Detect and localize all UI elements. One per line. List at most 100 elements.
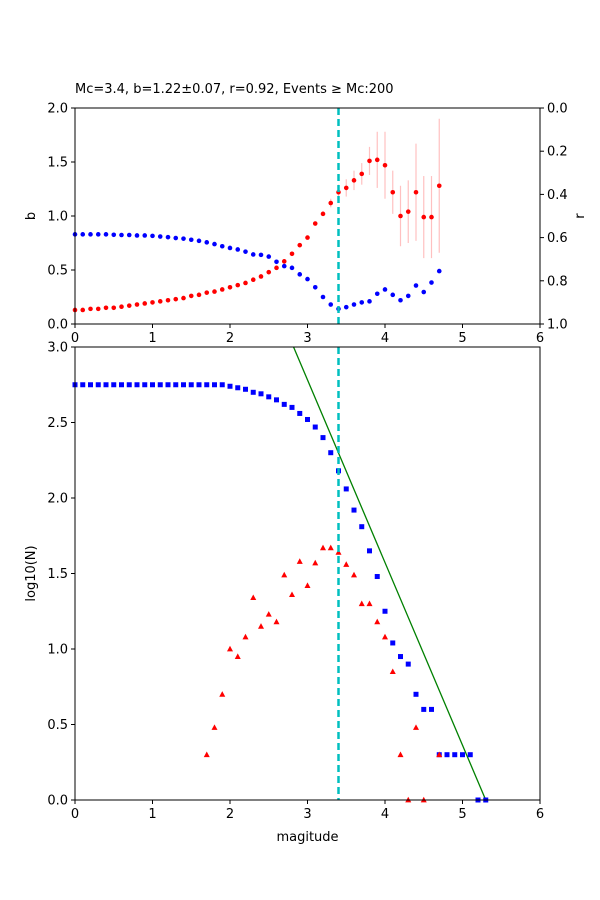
b-value-point: [103, 305, 109, 311]
b-value-point: [243, 280, 248, 286]
cumulative-point: [204, 382, 210, 388]
top-panel-marks: [72, 108, 442, 324]
cumulative-point: [188, 382, 194, 388]
r-value-point: [429, 280, 434, 285]
r-value-point: [297, 272, 303, 277]
bottom-x-tick-label: 4: [381, 807, 389, 822]
b-value-point: [258, 274, 264, 279]
noncumulative-point: [413, 724, 419, 730]
b-value-point: [204, 290, 210, 295]
top-x-tick-label: 4: [381, 331, 389, 346]
bottom-y-tick-label: 3.0: [47, 341, 68, 356]
bottom-x-tick-label: 5: [458, 807, 466, 822]
r-value-point: [181, 236, 186, 241]
b-value-point: [320, 211, 326, 217]
r-value-point: [119, 232, 124, 238]
cumulative-point: [374, 574, 380, 580]
b-value-point: [134, 302, 140, 307]
r-value-point: [398, 297, 403, 303]
cumulative-point: [312, 424, 318, 430]
r-value-point: [212, 241, 217, 247]
cumulative-point: [103, 382, 109, 388]
bottom-panel-frame: [74, 346, 541, 801]
cumulative-point: [359, 524, 365, 530]
r-value-point: [243, 249, 248, 254]
bottom-y-tick-label: 1.0: [47, 643, 68, 658]
noncumulative-point: [273, 618, 280, 625]
b-value-point: [297, 242, 303, 248]
r-value-point: [250, 252, 256, 257]
cumulative-point: [119, 382, 124, 388]
cumulative-point: [266, 394, 272, 400]
cumulative-point: [405, 661, 411, 667]
r-value-point: [413, 283, 419, 288]
b-value-point: [367, 158, 372, 164]
cumulative-point: [343, 486, 349, 492]
noncumulative-point: [211, 724, 218, 730]
cumulative-point: [243, 386, 248, 392]
cumulative-point: [150, 382, 155, 388]
b-value-point: [250, 277, 256, 283]
noncumulative-point: [289, 591, 295, 598]
bottom-x-tick-label: 1: [148, 807, 156, 822]
b-value-point: [429, 214, 434, 220]
b-value-point: [126, 303, 132, 308]
bottom-panel-fmd: 0 1 2 3 4 5 6 0.0 0.5 1.0 1.5 2.0 2.5 3.0 log10(N) ma…: [24, 341, 544, 846]
noncumulative-point: [219, 691, 226, 697]
noncumulative-point: [304, 582, 311, 588]
r-value-point: [274, 259, 279, 265]
noncumulative-point: [343, 561, 350, 567]
cumulative-point: [297, 410, 303, 416]
cumulative-point: [305, 416, 310, 422]
cumulative-point: [281, 401, 287, 407]
cumulative-point: [134, 382, 140, 388]
cumulative-point: [88, 382, 93, 388]
cumulative-point: [111, 382, 117, 388]
gr-fit-line: [292, 346, 487, 801]
b-value-point: [266, 269, 272, 275]
top-y2-tick-label: 0.8: [547, 274, 568, 289]
top-y2-tick-label: 0.0: [547, 102, 568, 117]
cumulative-point: [95, 382, 101, 388]
b-value-point: [196, 292, 202, 298]
cumulative-point: [367, 548, 372, 554]
cumulative-point: [142, 382, 148, 388]
b-value-point: [359, 171, 365, 177]
bottom-y-tick-label: 2.5: [47, 416, 68, 431]
bottom-y-tick-label: 1.5: [47, 567, 68, 582]
cumulative-point: [429, 706, 434, 712]
b-value-point: [328, 200, 334, 206]
cumulative-point: [80, 382, 86, 388]
top-x-tick-label: 1: [148, 331, 156, 346]
noncumulative-point: [312, 559, 319, 566]
cumulative-point: [219, 382, 225, 388]
cumulative-point: [126, 382, 132, 388]
b-value-point: [382, 162, 388, 168]
r-value-point: [111, 232, 117, 238]
r-value-point: [266, 254, 272, 259]
noncumulative-point: [242, 633, 249, 640]
b-value-point: [227, 284, 233, 290]
top-y-tick-label: 0.5: [47, 264, 68, 279]
r-value-point: [305, 276, 310, 282]
cumulative-point: [390, 640, 396, 646]
top-x-tick-label: 3: [303, 331, 311, 346]
cumulative-point: [250, 389, 256, 395]
top-panel-b-r: 0 1 2 3 4 5 6 0.0 0.5 1.0 1.5 2.0 0.0 0.2 0.4 0.6 0.8 1.0…: [24, 102, 588, 347]
noncumulative-point: [358, 600, 365, 607]
b-value-point: [212, 289, 217, 294]
cumulative-point: [274, 397, 279, 403]
r-value-point: [436, 268, 442, 274]
top-y-tick-label: 2.0: [47, 102, 68, 117]
figure-title: Mc=3.4, b=1.22±0.07, r=0.92, Events ≥ Mc…: [75, 82, 394, 97]
noncumulative-point: [351, 571, 357, 578]
cumulative-point: [444, 752, 450, 758]
r-value-point: [173, 235, 179, 241]
top-panel-axes: 0 1 2 3 4 5 6 0.0 0.5 1.0 1.5 2.0 0.0 0.2 0.4 0.6 0.8 1.0: [47, 102, 567, 347]
cumulative-point: [452, 752, 458, 758]
noncumulative-point: [258, 623, 264, 629]
b-value-point: [390, 189, 396, 195]
r-value-point: [150, 233, 155, 239]
b-value-point: [181, 295, 186, 301]
top-x-tick-label: 6: [536, 331, 544, 346]
